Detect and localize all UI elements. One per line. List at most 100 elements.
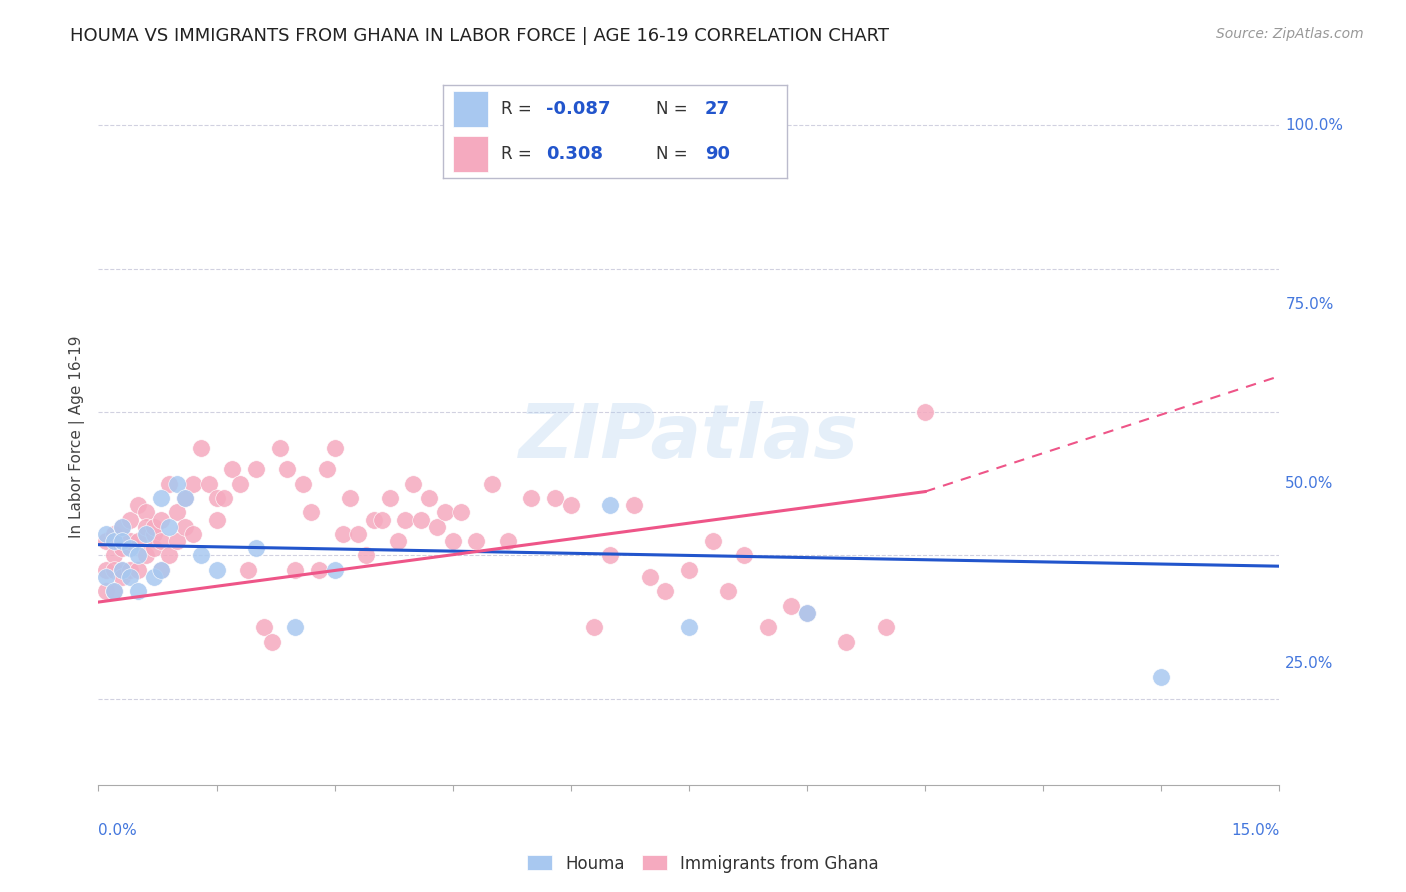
Point <box>96 570 118 584</box>
Point <box>411 512 433 526</box>
Bar <box>453 91 488 127</box>
Point <box>717 584 740 599</box>
Bar <box>453 136 488 172</box>
Point <box>544 491 567 505</box>
Point <box>103 534 125 549</box>
Point <box>426 520 449 534</box>
Point <box>583 620 606 634</box>
Point <box>363 512 385 526</box>
Point <box>221 462 243 476</box>
Point <box>433 505 456 519</box>
Point <box>402 476 425 491</box>
Point <box>796 606 818 620</box>
Point <box>205 512 228 526</box>
Point <box>127 498 149 512</box>
Point <box>96 534 118 549</box>
Point <box>197 476 219 491</box>
Point <box>733 549 755 563</box>
Point <box>150 563 173 577</box>
Text: R =: R = <box>502 145 537 163</box>
Point <box>371 512 394 526</box>
Point <box>127 563 149 577</box>
Point <box>166 505 188 519</box>
Point <box>702 534 724 549</box>
Point <box>181 527 204 541</box>
Point <box>150 512 173 526</box>
Point <box>914 405 936 419</box>
Point <box>756 620 779 634</box>
Point <box>127 584 149 599</box>
Point <box>111 534 134 549</box>
Point <box>354 549 377 563</box>
Point <box>418 491 440 505</box>
Point <box>135 549 157 563</box>
Point <box>599 549 621 563</box>
Text: 15.0%: 15.0% <box>1232 823 1279 838</box>
Point <box>315 462 337 476</box>
Point <box>135 527 157 541</box>
Point <box>332 527 354 541</box>
Point <box>157 549 180 563</box>
Point <box>308 563 330 577</box>
Point <box>96 527 118 541</box>
Point <box>284 563 307 577</box>
Point <box>142 520 165 534</box>
Point <box>157 520 180 534</box>
Point <box>1150 670 1173 684</box>
Point <box>623 498 645 512</box>
Point <box>496 534 519 549</box>
Point <box>150 491 173 505</box>
Point <box>269 441 291 455</box>
Point <box>166 534 188 549</box>
Point <box>111 563 134 577</box>
Point <box>236 563 259 577</box>
Point <box>142 527 165 541</box>
Point <box>142 570 165 584</box>
Point <box>96 584 118 599</box>
Point <box>780 599 803 613</box>
Text: HOUMA VS IMMIGRANTS FROM GHANA IN LABOR FORCE | AGE 16-19 CORRELATION CHART: HOUMA VS IMMIGRANTS FROM GHANA IN LABOR … <box>70 27 890 45</box>
Point <box>835 634 858 648</box>
Point <box>323 563 346 577</box>
Point <box>190 441 212 455</box>
Point <box>450 505 472 519</box>
Point <box>96 563 118 577</box>
Point <box>260 634 283 648</box>
Point <box>339 491 361 505</box>
Point <box>103 584 125 599</box>
Point <box>875 620 897 634</box>
Text: R =: R = <box>502 100 537 118</box>
Text: -0.087: -0.087 <box>546 100 610 118</box>
Y-axis label: In Labor Force | Age 16-19: In Labor Force | Age 16-19 <box>69 335 84 539</box>
Point <box>103 527 125 541</box>
Point <box>229 476 252 491</box>
Point <box>157 476 180 491</box>
Point <box>135 520 157 534</box>
Point <box>214 491 236 505</box>
Point <box>481 476 503 491</box>
Point <box>796 606 818 620</box>
Point <box>292 476 315 491</box>
Point <box>678 620 700 634</box>
Point <box>111 570 134 584</box>
Point <box>150 563 173 577</box>
Point <box>347 527 370 541</box>
Text: 0.0%: 0.0% <box>98 823 138 838</box>
Point <box>245 541 267 556</box>
Point <box>118 570 141 584</box>
Text: 50.0%: 50.0% <box>1285 476 1334 491</box>
Point <box>678 563 700 577</box>
Point <box>103 563 125 577</box>
Point <box>323 441 346 455</box>
Point <box>560 498 582 512</box>
Point <box>276 462 298 476</box>
Point <box>205 491 228 505</box>
Point <box>166 476 188 491</box>
Point <box>103 549 125 563</box>
Point <box>378 491 401 505</box>
Point <box>111 541 134 556</box>
Text: N =: N = <box>657 145 693 163</box>
Point <box>394 512 416 526</box>
Point <box>465 534 488 549</box>
Point <box>520 491 543 505</box>
